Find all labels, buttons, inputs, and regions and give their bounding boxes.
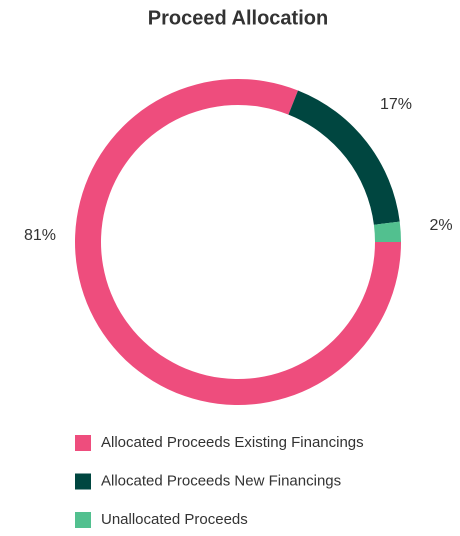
donut-slice — [288, 90, 400, 225]
legend-swatch — [75, 512, 91, 528]
legend-swatch — [75, 435, 91, 451]
data-label: 17% — [380, 96, 412, 113]
legend-label: Allocated Proceeds New Financings — [101, 472, 341, 489]
data-label: 2% — [429, 217, 452, 234]
legend-swatch — [75, 473, 91, 490]
donut-slice — [373, 221, 402, 242]
chart-title: Proceed Allocation — [148, 7, 328, 29]
data-label: 81% — [24, 227, 56, 244]
legend-label: Allocated Proceeds Existing Financings — [101, 434, 364, 451]
legend-label: Unallocated Proceeds — [101, 511, 248, 528]
